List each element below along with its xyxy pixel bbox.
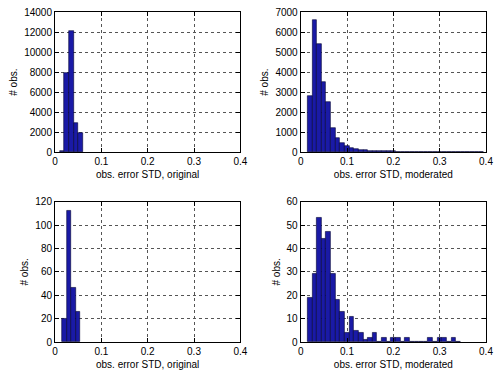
svg-text:40: 40 xyxy=(287,243,299,254)
svg-text:0.3: 0.3 xyxy=(433,346,447,357)
svg-text:10: 10 xyxy=(287,313,299,324)
svg-text:20: 20 xyxy=(287,290,299,301)
svg-text:3000: 3000 xyxy=(275,87,298,98)
svg-text:0: 0 xyxy=(46,147,52,158)
svg-text:5000: 5000 xyxy=(275,47,298,58)
svg-text:0: 0 xyxy=(292,147,298,158)
svg-text:0.4: 0.4 xyxy=(479,156,493,167)
svg-text:7000: 7000 xyxy=(275,7,298,18)
svg-text:30: 30 xyxy=(287,266,299,277)
svg-text:6000: 6000 xyxy=(30,87,53,98)
svg-text:80: 80 xyxy=(41,243,53,254)
svg-text:4000: 4000 xyxy=(275,67,298,78)
svg-text:# obs.: # obs. xyxy=(19,258,30,285)
svg-text:2000: 2000 xyxy=(30,127,53,138)
svg-text:# obs.: # obs. xyxy=(8,69,19,96)
svg-text:4000: 4000 xyxy=(30,107,53,118)
svg-text:60: 60 xyxy=(41,266,53,277)
svg-text:0.2: 0.2 xyxy=(386,346,400,357)
svg-text:1000: 1000 xyxy=(275,127,298,138)
svg-text:12000: 12000 xyxy=(24,27,52,38)
svg-text:0.1: 0.1 xyxy=(340,346,354,357)
svg-text:100: 100 xyxy=(35,220,52,231)
svg-text:0: 0 xyxy=(52,346,58,357)
svg-text:14000: 14000 xyxy=(24,7,52,18)
svg-text:0.2: 0.2 xyxy=(141,156,155,167)
svg-text:0.1: 0.1 xyxy=(340,156,354,167)
svg-text:2000: 2000 xyxy=(275,107,298,118)
svg-text:50: 50 xyxy=(287,220,299,231)
svg-text:# obs.: # obs. xyxy=(259,69,270,96)
svg-text:0.2: 0.2 xyxy=(141,346,155,357)
svg-text:obs. error STD, moderated: obs. error STD, moderated xyxy=(334,359,453,370)
svg-text:0: 0 xyxy=(292,337,298,348)
svg-text:0: 0 xyxy=(298,156,304,167)
svg-text:60: 60 xyxy=(287,196,299,207)
svg-text:0.1: 0.1 xyxy=(94,156,108,167)
svg-text:obs. error STD, original: obs. error STD, original xyxy=(96,359,199,370)
svg-text:0.3: 0.3 xyxy=(187,346,201,357)
svg-text:120: 120 xyxy=(35,196,52,207)
svg-text:0.4: 0.4 xyxy=(233,156,247,167)
svg-text:0: 0 xyxy=(298,346,304,357)
svg-text:obs. error STD, original: obs. error STD, original xyxy=(96,169,199,180)
svg-text:0.4: 0.4 xyxy=(233,346,247,357)
svg-text:0.3: 0.3 xyxy=(433,156,447,167)
svg-text:# obs.: # obs. xyxy=(271,258,282,285)
svg-text:0.1: 0.1 xyxy=(94,346,108,357)
svg-text:0.3: 0.3 xyxy=(187,156,201,167)
svg-text:0.2: 0.2 xyxy=(386,156,400,167)
svg-text:6000: 6000 xyxy=(275,27,298,38)
svg-text:8000: 8000 xyxy=(30,67,53,78)
svg-text:10000: 10000 xyxy=(24,47,52,58)
svg-text:40: 40 xyxy=(41,290,53,301)
svg-text:0: 0 xyxy=(52,156,58,167)
svg-text:20: 20 xyxy=(41,313,53,324)
svg-text:0: 0 xyxy=(46,337,52,348)
svg-text:obs. error STD, moderated: obs. error STD, moderated xyxy=(334,169,453,180)
svg-text:0.4: 0.4 xyxy=(479,346,493,357)
